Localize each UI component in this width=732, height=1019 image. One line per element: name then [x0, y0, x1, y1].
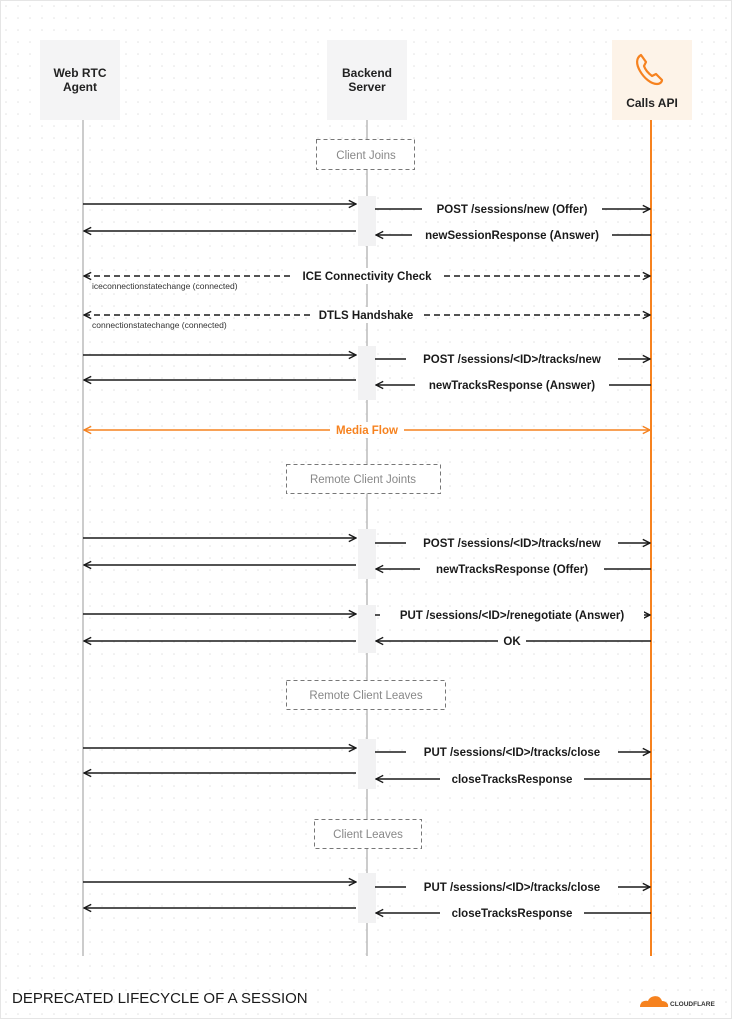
- message-label: POST /sessions/<ID>/tracks/new: [423, 354, 601, 366]
- activation-bar: [358, 196, 376, 246]
- phase-label: Client Leaves: [333, 829, 403, 841]
- actor-label: Web RTC: [53, 66, 106, 80]
- message-label: DTLS Handshake: [319, 310, 414, 322]
- phase-remote-client-joins: Remote Client Joints: [286, 464, 441, 494]
- message-label: newSessionResponse (Answer): [425, 230, 599, 242]
- actor-label: Backend: [342, 66, 392, 80]
- actor-calls-api: Calls API: [612, 40, 692, 120]
- phase-label: Remote Client Leaves: [309, 690, 422, 702]
- message-label: PUT /sessions/<ID>/tracks/close: [424, 882, 600, 894]
- message-sublabel: iceconnectionstatechange (connected): [92, 281, 238, 291]
- phase-client-leaves: Client Leaves: [314, 819, 422, 849]
- message-label: ICE Connectivity Check: [302, 271, 432, 283]
- message-label: OK: [503, 636, 521, 648]
- activation-bar: [358, 529, 376, 579]
- logo-text: CLOUDFLARE: [670, 1001, 715, 1008]
- phone-icon: [636, 53, 664, 86]
- diagram-title: DEPRECATED LIFECYCLE OF A SESSION: [12, 990, 308, 1007]
- actor-label: Calls API: [626, 96, 678, 110]
- message-label: Media Flow: [336, 425, 398, 437]
- activation-bar: [358, 605, 376, 653]
- message-label: PUT /sessions/<ID>/renegotiate (Answer): [400, 610, 624, 622]
- phase-remote-client-leaves: Remote Client Leaves: [286, 680, 446, 710]
- actor-label: Server: [348, 80, 386, 94]
- message-label: POST /sessions/<ID>/tracks/new: [423, 538, 601, 550]
- message-sublabel: connectionstatechange (connected): [92, 320, 227, 330]
- actor-backend-server: Backend Server: [327, 40, 407, 120]
- message-label: newTracksResponse (Offer): [436, 564, 588, 576]
- activation-bar: [358, 873, 376, 923]
- activation-bars: [358, 196, 376, 923]
- message-label: POST /sessions/new (Offer): [437, 204, 588, 216]
- activation-bar: [358, 346, 376, 400]
- cloudflare-logo: CLOUDFLARE: [640, 996, 715, 1008]
- actor-label: Agent: [63, 80, 97, 94]
- activation-bar: [358, 739, 376, 789]
- actor-webrtc-agent: Web RTC Agent: [40, 40, 120, 120]
- message-label: newTracksResponse (Answer): [429, 380, 595, 392]
- message-label: PUT /sessions/<ID>/tracks/close: [424, 747, 600, 759]
- phase-label: Remote Client Joints: [310, 474, 416, 486]
- phase-client-joins: Client Joins: [316, 139, 415, 170]
- message-label: closeTracksResponse: [452, 774, 573, 786]
- phase-label: Client Joins: [336, 150, 396, 162]
- message-label: closeTracksResponse: [452, 908, 573, 920]
